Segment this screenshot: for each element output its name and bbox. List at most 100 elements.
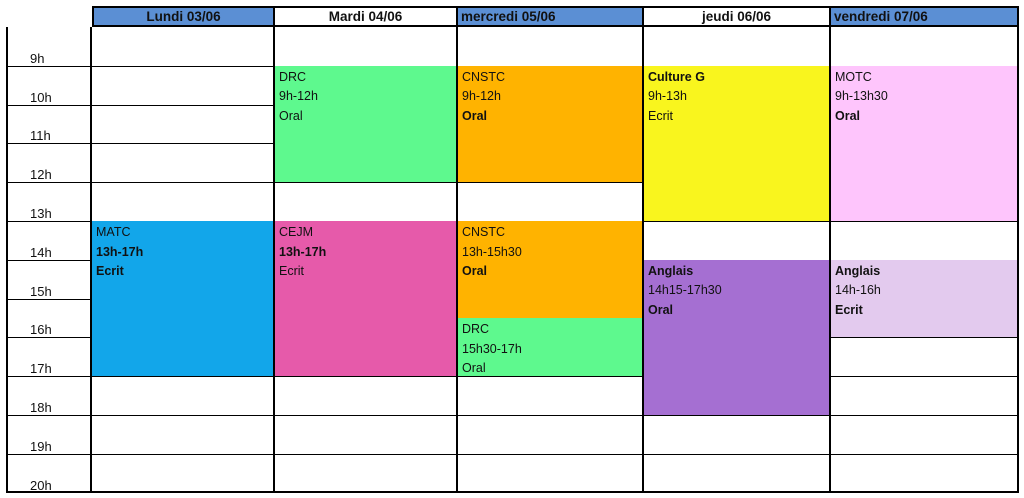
exam-line: MATC: [96, 225, 131, 239]
day-header-label: mercredi 05/06: [461, 9, 556, 24]
day-column-1: MATC 13h-17h Ecrit: [92, 27, 275, 493]
time-column: 9h 10h 11h 12h 13h 14h 15h 16h 17h 18h 19h 20h: [6, 27, 92, 493]
exam-line: 14h-16h: [835, 283, 881, 298]
hour-label: 18h: [30, 400, 52, 415]
exam-line: 13h-15h30: [462, 244, 522, 259]
hour-gridline: [92, 104, 273, 106]
hour-gridline: [831, 337, 1017, 339]
exam-line: 15h30-17h: [462, 341, 522, 356]
hour-gridline: [275, 453, 456, 455]
exam-line: Ecrit: [279, 264, 304, 278]
hour-gridline: [644, 453, 829, 455]
exam-line: Culture G: [648, 69, 705, 84]
exam-block[interactable]: DRC 9h-12h Oral: [275, 65, 456, 183]
day-header-1: Lundi 03/06: [92, 6, 275, 27]
exam-line: CEJM: [279, 225, 314, 239]
time-gridline: [8, 221, 90, 222]
hour-label: 9h: [30, 50, 45, 66]
exam-line: 9h-13h: [648, 89, 687, 104]
hour-gridline: [644, 221, 829, 222]
exam-block[interactable]: Culture G 9h-13h Ecrit: [644, 65, 829, 221]
day-column-3: CNSTC 9h-12h Oral CNSTC 13h-15h30 Oral DRC 15h3…: [458, 27, 644, 493]
time-gridline: [8, 65, 90, 67]
day-column-2: DRC 9h-12h Oral CEJM 13h-17h Ecrit: [275, 27, 458, 493]
exam-line: 9h-13h30: [835, 89, 888, 104]
day-column-5: MOTC 9h-13h30 Oral Anglais 14h-16h Ecrit: [831, 27, 1019, 493]
hour-gridline: [458, 415, 642, 416]
day-header-2: Mardi 04/06: [275, 6, 458, 27]
hour-label: 12h: [30, 167, 52, 183]
exam-line: DRC: [279, 69, 307, 84]
day-header-label: Lundi 03/06: [146, 9, 221, 24]
exam-line: CNSTC: [462, 225, 506, 239]
hour-gridline: [275, 376, 456, 378]
exam-block[interactable]: CEJM 13h-17h Ecrit: [275, 221, 456, 377]
exam-block[interactable]: Anglais 14h-16h Ecrit: [831, 259, 1017, 338]
weekly-schedule: 9h 10h 11h 12h 13h 14h 15h 16h 17h 18h 19h 20h Lund…: [6, 6, 1019, 493]
day-header-label: vendredi 07/06: [834, 9, 928, 24]
exam-line: 14h15-17h30: [648, 283, 722, 298]
hour-gridline: [831, 453, 1017, 455]
hour-label: 11h: [30, 128, 51, 144]
time-gridline: [8, 298, 90, 300]
hour-gridline: [458, 182, 642, 184]
day-header-label: Mardi 04/06: [328, 9, 403, 24]
exam-line: 9h-12h: [462, 89, 501, 104]
exam-line: 13h-17h: [96, 244, 144, 259]
time-gridline: [8, 182, 90, 184]
hour-gridline: [458, 453, 642, 455]
exam-block[interactable]: DRC 15h30-17h Oral: [458, 318, 642, 377]
hour-label: 17h: [30, 361, 52, 377]
exam-block[interactable]: MATC 13h-17h Ecrit: [92, 221, 273, 377]
time-gridline: [8, 337, 90, 339]
day-column-4: Culture G 9h-13h Ecrit Anglais 14h15-17h30 Or…: [644, 27, 831, 493]
exam-line: Oral: [279, 108, 303, 123]
hour-gridline: [831, 221, 1017, 222]
exam-block[interactable]: CNSTC 13h-15h30 Oral: [458, 221, 642, 318]
hour-gridline: [831, 376, 1017, 378]
hour-label: 16h: [30, 322, 52, 338]
time-gridline: [8, 259, 90, 261]
exam-line: Ecrit: [96, 264, 124, 278]
hour-gridline: [831, 415, 1017, 416]
exam-line: 13h-17h: [279, 244, 327, 259]
hour-gridline: [644, 415, 829, 416]
hour-label: 13h: [30, 206, 52, 221]
exam-line: 9h-12h: [279, 89, 318, 104]
exam-line: Oral: [462, 361, 486, 375]
exam-line: Oral: [462, 108, 488, 123]
day-header-4: jeudi 06/06: [644, 6, 831, 27]
exam-line: Oral: [835, 108, 861, 123]
exam-line: Oral: [648, 302, 674, 317]
time-gridline: [8, 143, 90, 145]
day-header-label: jeudi 06/06: [701, 9, 772, 24]
hour-label: 10h: [30, 89, 52, 105]
hour-label: 14h: [30, 244, 52, 260]
exam-block[interactable]: Anglais 14h15-17h30 Oral: [644, 259, 829, 415]
hour-label: 20h: [30, 477, 52, 493]
hour-gridline: [92, 453, 273, 455]
exam-line: Ecrit: [648, 108, 673, 123]
hour-gridline: [275, 182, 456, 184]
hour-gridline: [458, 376, 642, 378]
hour-gridline: [92, 415, 273, 416]
day-header-5: vendredi 07/06: [831, 6, 1019, 27]
exam-line: DRC: [462, 322, 490, 336]
exam-line: Oral: [462, 264, 488, 278]
hour-gridline: [275, 415, 456, 416]
exam-line: Ecrit: [835, 302, 863, 317]
exam-line: Anglais: [835, 263, 881, 278]
hour-gridline: [92, 376, 273, 378]
exam-block[interactable]: MOTC 9h-13h30 Oral: [831, 65, 1017, 221]
exam-line: MOTC: [835, 69, 872, 84]
time-gridline: [8, 376, 90, 378]
hour-gridline: [92, 65, 273, 67]
exam-block[interactable]: CNSTC 9h-12h Oral: [458, 65, 642, 183]
hour-gridline: [92, 143, 273, 145]
time-gridline: [8, 415, 90, 416]
hour-label: 15h: [30, 283, 52, 299]
time-gridline: [8, 453, 90, 455]
time-gridline: [8, 104, 90, 106]
hour-gridline: [92, 182, 273, 184]
exam-line: CNSTC: [462, 69, 506, 84]
